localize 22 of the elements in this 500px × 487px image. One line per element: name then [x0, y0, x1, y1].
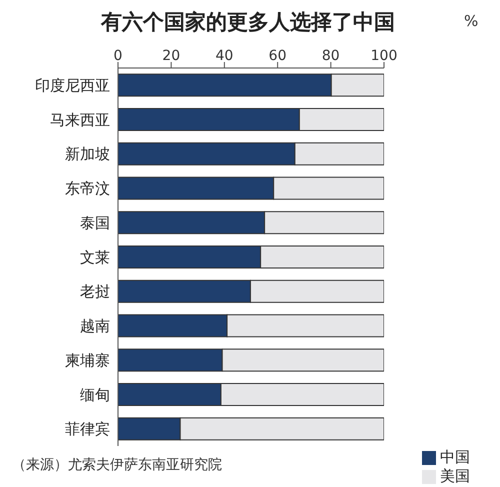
- y-tick-label: 新加坡: [65, 145, 110, 164]
- legend-label: 美国: [440, 467, 470, 485]
- legend-label: 中国: [440, 448, 470, 466]
- x-tick-label: 60: [268, 48, 287, 64]
- x-axis-title: %: [464, 12, 478, 30]
- chart-title: 有六个国家的更多人选择了中国: [100, 9, 396, 36]
- y-tick-label: 东帝汶: [65, 180, 110, 198]
- y-tick-label: 老挝: [80, 282, 110, 301]
- y-tick-label: 缅甸: [80, 386, 110, 404]
- x-tick-label: 80: [322, 48, 340, 64]
- x-tick-label: 100: [370, 48, 398, 64]
- y-tick-label: 泰国: [80, 214, 110, 232]
- y-tick-label: 越南: [80, 317, 110, 336]
- x-tick-label: 0: [114, 48, 122, 64]
- x-tick-label: 40: [215, 48, 234, 64]
- y-tick-label: 柬埔寨: [65, 351, 110, 370]
- x-tick-label: 20: [162, 48, 180, 64]
- text: （来源）尤索夫伊萨东南亚研究院: [12, 456, 222, 474]
- y-tick-label: 马来西亚: [50, 110, 110, 129]
- y-tick-label: 菲律宾: [65, 420, 110, 438]
- y-tick-label: 文莱: [80, 248, 110, 266]
- y-tick-label: 印度尼西亚: [35, 76, 110, 95]
